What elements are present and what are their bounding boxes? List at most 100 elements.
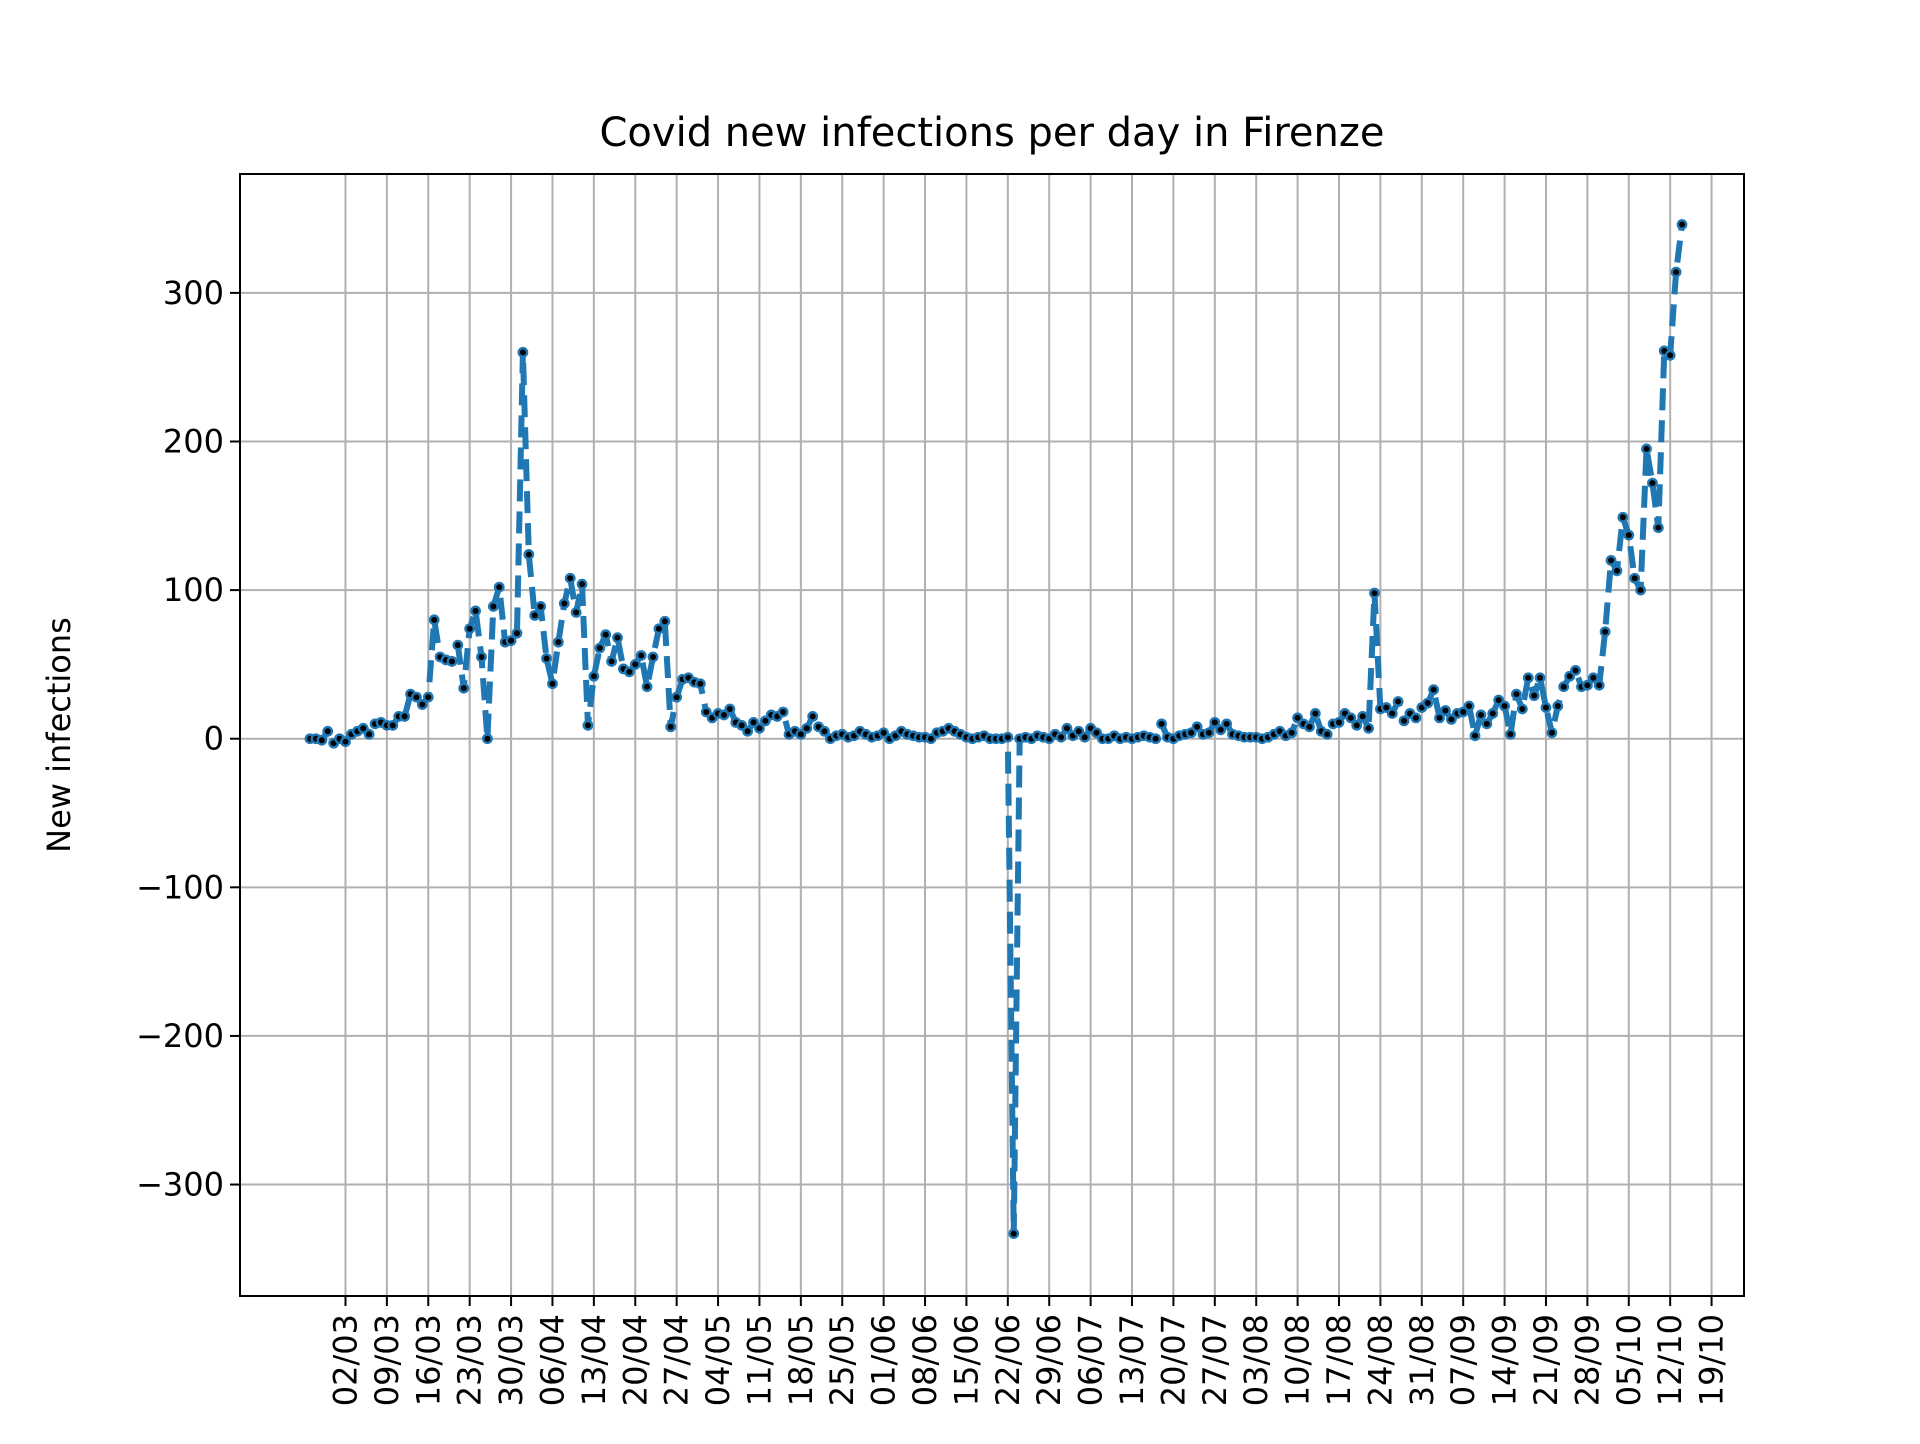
data-point xyxy=(612,632,623,644)
data-point xyxy=(641,681,653,693)
data-point xyxy=(452,639,464,651)
data-point xyxy=(1629,572,1641,584)
data-point xyxy=(511,627,523,639)
data-point xyxy=(819,725,830,737)
y-axis: −300 −200 −100 0 100 200 300 xyxy=(136,274,240,1204)
data-point xyxy=(1008,1228,1020,1239)
data-point xyxy=(1605,554,1617,566)
data-point xyxy=(606,656,617,667)
data-point xyxy=(700,706,712,718)
data-point xyxy=(1333,716,1345,728)
y-tick-label: 0 xyxy=(204,720,224,758)
data-point xyxy=(1422,697,1434,709)
data-point xyxy=(1552,700,1564,712)
data-point xyxy=(736,719,748,731)
data-point xyxy=(1351,719,1363,731)
x-tick-label: 08/06 xyxy=(906,1314,944,1406)
data-point xyxy=(1292,712,1304,724)
data-point xyxy=(1499,700,1510,712)
y-tick-label: −300 xyxy=(136,1166,224,1204)
data-point xyxy=(1357,711,1369,722)
data-point xyxy=(777,706,789,718)
data-point xyxy=(1445,714,1457,725)
chart-title: Covid new infections per day in Firenze xyxy=(600,110,1385,156)
x-tick-label: 19/10 xyxy=(1693,1314,1731,1406)
x-tick-label: 27/04 xyxy=(658,1314,696,1406)
x-tick-label: 14/09 xyxy=(1486,1314,1524,1406)
y-tick-label: 100 xyxy=(163,571,224,609)
y-tick-label: −100 xyxy=(136,868,224,906)
x-tick-label: 28/09 xyxy=(1568,1314,1606,1406)
x-tick-label: 18/05 xyxy=(782,1314,820,1406)
data-point xyxy=(724,703,736,715)
data-point xyxy=(470,605,481,617)
x-tick-label: 30/03 xyxy=(492,1314,530,1406)
data-point xyxy=(316,734,328,746)
data-point xyxy=(1670,266,1682,278)
x-axis: 02/03 09/03 16/03 23/03 30/03 06/04 13/04 20/04… xyxy=(326,1296,1731,1406)
data-point xyxy=(1209,716,1221,728)
data-point xyxy=(363,728,375,740)
data-point xyxy=(1581,679,1593,691)
data-point xyxy=(1652,522,1664,534)
data-point xyxy=(1203,727,1215,739)
data-point xyxy=(635,650,647,661)
data-point xyxy=(1079,731,1091,743)
data-point xyxy=(517,346,529,358)
data-point xyxy=(1286,727,1298,739)
data-point xyxy=(1540,702,1552,713)
data-point xyxy=(1611,565,1623,577)
x-tick-label: 12/10 xyxy=(1651,1314,1689,1406)
data-point xyxy=(547,678,558,690)
x-tick-label: 25/05 xyxy=(823,1314,861,1406)
x-tick-label: 17/08 xyxy=(1320,1314,1358,1406)
data-point xyxy=(1410,712,1422,724)
data-point xyxy=(1363,722,1374,734)
data-point xyxy=(653,623,665,635)
data-point xyxy=(665,721,677,733)
data-point xyxy=(1185,727,1197,739)
data-point xyxy=(659,615,671,627)
data-point xyxy=(1570,664,1581,676)
data-point xyxy=(535,601,547,612)
data-point xyxy=(464,623,476,635)
data-point xyxy=(1428,684,1440,696)
data-point xyxy=(1061,722,1073,734)
x-tick-label: 13/04 xyxy=(575,1314,613,1406)
x-tick-label: 27/07 xyxy=(1196,1314,1234,1406)
data-point xyxy=(588,670,600,682)
data-point xyxy=(1345,712,1357,724)
data-point xyxy=(458,682,470,694)
data-point xyxy=(1369,587,1380,599)
data-point xyxy=(541,653,552,664)
data-point xyxy=(1587,672,1599,684)
x-tick-label: 13/07 xyxy=(1113,1314,1151,1406)
data-point xyxy=(1647,477,1658,489)
y-axis-label: New infections xyxy=(40,617,78,853)
x-tick-label: 23/03 xyxy=(451,1314,489,1406)
data-point xyxy=(671,691,683,703)
data-point xyxy=(1221,718,1233,730)
data-point xyxy=(487,601,499,612)
data-point xyxy=(795,728,807,740)
x-tick-label: 06/04 xyxy=(533,1314,571,1406)
y-tick-label: −200 xyxy=(136,1017,224,1055)
data-point xyxy=(1150,733,1162,745)
plot-frame xyxy=(239,173,1745,1297)
marker-layer xyxy=(304,219,1688,1239)
y-tick-label: 300 xyxy=(163,274,224,312)
data-point xyxy=(807,711,819,722)
data-point xyxy=(1386,708,1398,719)
x-tick-label: 29/06 xyxy=(1030,1314,1068,1406)
data-point xyxy=(1511,688,1522,700)
data-point xyxy=(801,722,813,734)
data-point xyxy=(1641,443,1652,455)
data-point xyxy=(576,578,588,590)
data-point xyxy=(1534,672,1546,684)
data-point xyxy=(1463,700,1475,712)
data-point xyxy=(1392,696,1404,707)
x-tick-label: 20/04 xyxy=(616,1314,654,1406)
data-point xyxy=(523,549,535,560)
